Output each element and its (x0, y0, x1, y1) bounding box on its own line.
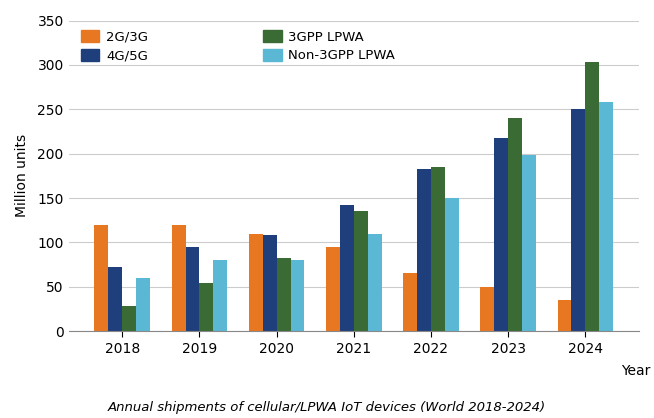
Bar (431, 167, 445, 331)
Bar (186, 247, 199, 331)
Bar (122, 306, 136, 331)
X-axis label: Year: Year (621, 364, 651, 378)
Bar (199, 283, 213, 331)
Bar (494, 138, 508, 331)
Bar (326, 247, 340, 331)
Bar (557, 300, 572, 331)
Bar (171, 224, 186, 331)
Legend: 3GPP LPWA, Non-3GPP LPWA: 3GPP LPWA, Non-3GPP LPWA (264, 30, 396, 62)
Bar (522, 155, 536, 331)
Bar (354, 212, 368, 331)
Bar (585, 62, 599, 331)
Bar (417, 169, 431, 331)
Bar (340, 205, 354, 331)
Bar (508, 118, 522, 331)
Bar (263, 235, 277, 331)
Bar (599, 102, 613, 331)
Bar (109, 267, 122, 331)
Bar (94, 224, 109, 331)
Text: Annual shipments of cellular/LPWA IoT devices (World 2018-2024): Annual shipments of cellular/LPWA IoT de… (108, 401, 546, 414)
Bar (290, 260, 304, 331)
Bar (480, 287, 494, 331)
Bar (249, 234, 263, 331)
Bar (213, 260, 227, 331)
Bar (403, 273, 417, 331)
Bar (277, 258, 290, 331)
Bar (368, 234, 381, 331)
Bar (445, 198, 458, 331)
Y-axis label: Million units: Million units (15, 134, 29, 217)
Bar (136, 278, 150, 331)
Bar (572, 109, 585, 331)
